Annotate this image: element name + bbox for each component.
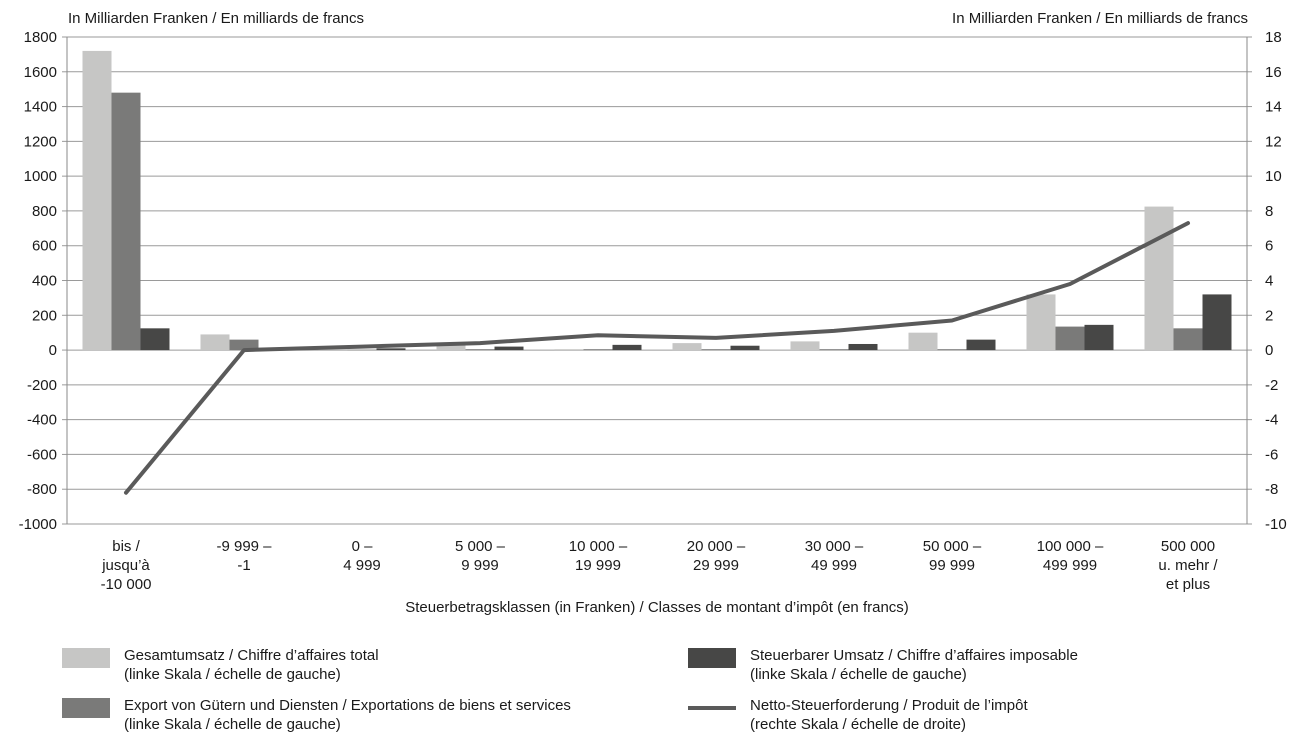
bar-steuerbarer-umsatz <box>730 345 760 351</box>
bar-gesamtumsatz <box>82 50 112 351</box>
legend-sublabel-gesamtumsatz: (linke Skala / échelle de gauche) <box>124 666 341 683</box>
right-tick-label: -6 <box>1265 446 1278 463</box>
category-label: 99 999 <box>929 557 975 574</box>
bar-export <box>465 349 495 351</box>
right-tick-label: 6 <box>1265 238 1273 255</box>
right-tick-label: 2 <box>1265 307 1273 324</box>
bar-gesamtumsatz <box>436 343 466 351</box>
legend-swatch-steuerbarer-umsatz <box>688 648 736 668</box>
category-label: 5 000 – <box>455 538 506 555</box>
legend-sublabel-steuerbarer-umsatz: (linke Skala / échelle de gauche) <box>750 666 967 683</box>
bar-steuerbarer-umsatz <box>494 346 524 351</box>
category-label: 4 999 <box>343 557 381 574</box>
category-label: 0 – <box>352 538 374 555</box>
bar-gesamtumsatz <box>908 332 938 351</box>
bar-steuerbarer-umsatz <box>1202 294 1232 351</box>
category-label: -10 000 <box>101 576 152 593</box>
right-tick-label: 12 <box>1265 133 1282 150</box>
left-tick-label: 0 <box>49 342 57 359</box>
bar-steuerbarer-umsatz <box>966 339 996 351</box>
legend: Gesamtumsatz / Chiffre d’affaires total … <box>0 646 1295 736</box>
bar-export <box>701 349 731 351</box>
category-label: u. mehr / <box>1158 557 1218 574</box>
left-tick-label: -200 <box>27 377 57 394</box>
category-label: 49 999 <box>811 557 857 574</box>
left-tick-label: -400 <box>27 412 57 429</box>
left-tick-label: -800 <box>27 481 57 498</box>
legend-line-netto-steuerforderung <box>688 706 736 710</box>
bar-gesamtumsatz <box>200 334 230 351</box>
left-tick-label: 800 <box>32 203 57 220</box>
bar-gesamtumsatz <box>554 349 584 351</box>
bar-gesamtumsatz <box>318 349 348 351</box>
right-tick-label: 16 <box>1265 64 1282 81</box>
bar-steuerbarer-umsatz <box>612 344 642 351</box>
bar-export <box>1055 326 1085 351</box>
category-label: 499 999 <box>1043 557 1097 574</box>
line-netto-steuerforderung <box>124 221 1190 495</box>
left-tick-label: 1600 <box>24 64 57 81</box>
right-tick-label: -8 <box>1265 481 1278 498</box>
bar-export <box>229 339 259 351</box>
right-tick-label: -10 <box>1265 516 1287 533</box>
category-label: et plus <box>1166 576 1210 593</box>
category-label: 20 000 – <box>687 538 746 555</box>
bar-steuerbarer-umsatz <box>140 328 170 351</box>
right-tick-label: 0 <box>1265 342 1273 359</box>
bar-export <box>819 349 849 351</box>
left-tick-label: -600 <box>27 446 57 463</box>
bar-steuerbarer-umsatz <box>1084 324 1114 351</box>
bar-steuerbarer-umsatz <box>376 348 406 351</box>
left-tick-label: 1000 <box>24 168 57 185</box>
category-label: -9 999 – <box>216 538 272 555</box>
right-tick-label: -4 <box>1265 412 1278 429</box>
left-tick-label: 1200 <box>24 133 57 150</box>
left-tick-label: -1000 <box>19 516 57 533</box>
category-label: 19 999 <box>575 557 621 574</box>
left-tick-label: 200 <box>32 307 57 324</box>
category-label: 9 999 <box>461 557 499 574</box>
bar-gesamtumsatz <box>790 341 820 351</box>
legend-sublabel-netto-steuerforderung: (rechte Skala / échelle de droite) <box>750 716 966 733</box>
category-label: 50 000 – <box>923 538 982 555</box>
category-label: bis / <box>112 538 140 555</box>
category-label: 10 000 – <box>569 538 628 555</box>
right-tick-label: 8 <box>1265 203 1273 220</box>
legend-label-export: Export von Gütern und Diensten / Exporta… <box>124 697 571 714</box>
category-label: jusqu’à <box>101 557 150 574</box>
bar-gesamtumsatz <box>1026 294 1056 351</box>
bar-steuerbarer-umsatz <box>848 343 878 351</box>
legend-swatch-gesamtumsatz <box>62 648 110 668</box>
bar-export <box>583 349 613 351</box>
left-axis-title: In Milliarden Franken / En milliards de … <box>68 10 364 27</box>
category-label: -1 <box>237 557 250 574</box>
left-tick-label: 1800 <box>24 29 57 46</box>
category-label: 500 000 <box>1161 538 1215 555</box>
bar-export <box>111 92 141 351</box>
legend-label-steuerbarer-umsatz: Steuerbarer Umsatz / Chiffre d’affaires … <box>750 647 1078 664</box>
legend-sublabel-export: (linke Skala / échelle de gauche) <box>124 716 341 733</box>
x-axis-title: Steuerbetragsklassen (in Franken) / Clas… <box>405 599 909 616</box>
left-tick-label: 1400 <box>24 99 57 116</box>
right-tick-label: 14 <box>1265 99 1282 116</box>
left-tick-label: 400 <box>32 273 57 290</box>
right-tick-label: -2 <box>1265 377 1278 394</box>
category-label: 30 000 – <box>805 538 864 555</box>
right-tick-label: 18 <box>1265 29 1282 46</box>
category-label: 29 999 <box>693 557 739 574</box>
right-tick-label: 4 <box>1265 273 1273 290</box>
bar-export <box>937 349 967 351</box>
legend-swatch-export <box>62 698 110 718</box>
category-label: 100 000 – <box>1037 538 1104 555</box>
right-tick-label: 10 <box>1265 168 1282 185</box>
left-tick-label: 600 <box>32 238 57 255</box>
legend-label-gesamtumsatz: Gesamtumsatz / Chiffre d’affaires total <box>124 647 379 664</box>
bar-gesamtumsatz <box>672 343 702 351</box>
right-axis-title: In Milliarden Franken / En milliards de … <box>952 10 1248 27</box>
bar-export <box>1173 328 1203 351</box>
legend-label-netto-steuerforderung: Netto-Steuerforderung / Produit de l’imp… <box>750 697 1028 714</box>
bar-gesamtumsatz <box>1144 206 1174 351</box>
